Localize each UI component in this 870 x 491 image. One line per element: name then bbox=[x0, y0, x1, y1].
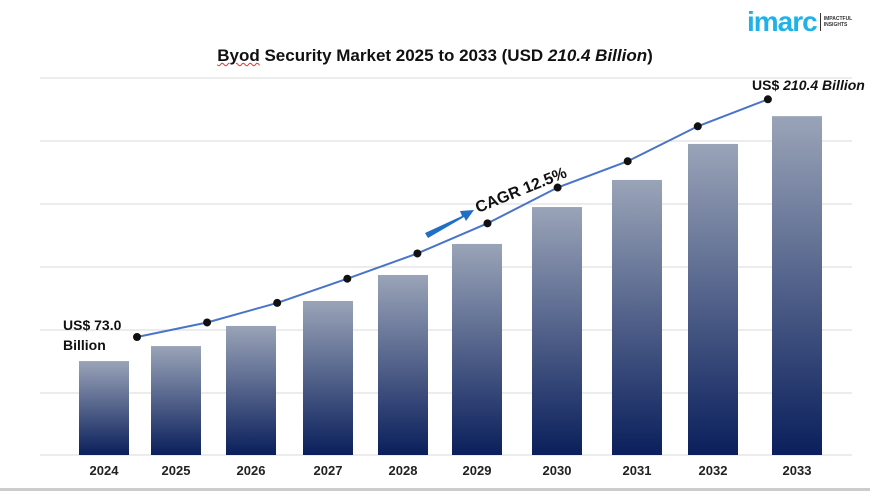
bar-2028 bbox=[378, 274, 428, 455]
logo-divider bbox=[819, 13, 821, 31]
tag-line1: IMPACTFUL bbox=[823, 16, 853, 22]
trend-line bbox=[136, 98, 769, 338]
trend-point-2029 bbox=[483, 219, 492, 228]
logo-word: imarc bbox=[747, 6, 818, 37]
arrow-icon bbox=[425, 210, 474, 238]
x-tick-label: 2027 bbox=[314, 463, 343, 478]
bar-2031 bbox=[612, 179, 662, 455]
title-main: Security Market 2025 to 2033 (USD bbox=[259, 46, 548, 65]
x-tick-label: 2029 bbox=[463, 463, 492, 478]
title-value: 210.4 Billion bbox=[547, 46, 648, 65]
x-tick-label: 2024 bbox=[90, 463, 120, 478]
start-value-label: US$ 73.0 bbox=[63, 317, 122, 333]
imarc-logo: imarc IMPACTFUL INSIGHTS bbox=[747, 6, 852, 38]
chart-title: Byod Security Market 2025 to 2033 (USD 2… bbox=[0, 46, 870, 66]
bar-2030 bbox=[532, 207, 582, 455]
x-tick-label: 2026 bbox=[237, 463, 266, 478]
end-value-label: US$ 210.4 Billion bbox=[752, 77, 865, 93]
trend-point-2026 bbox=[273, 298, 282, 307]
trend-point-2024 bbox=[133, 333, 141, 341]
trend-point-2025 bbox=[203, 318, 212, 327]
trend-point-2030 bbox=[553, 183, 562, 192]
x-tick-label: 2025 bbox=[162, 463, 191, 478]
bar-2025 bbox=[151, 346, 201, 455]
bar-2032 bbox=[688, 143, 738, 455]
title-prefix: Byod bbox=[217, 46, 260, 65]
bar-2029 bbox=[452, 243, 502, 455]
trend-point-2031 bbox=[623, 157, 632, 166]
x-tick-label: 2028 bbox=[389, 463, 418, 478]
trend-point-2033 bbox=[763, 95, 772, 104]
start-value-label-unit: Billion bbox=[63, 337, 106, 353]
tag-line2: INSIGHTS bbox=[823, 22, 848, 28]
bar-2027 bbox=[303, 300, 353, 455]
trend-point-2027 bbox=[343, 274, 352, 283]
x-tick-label: 2031 bbox=[623, 463, 652, 478]
bar-2033 bbox=[772, 116, 822, 456]
trend-point-2028 bbox=[413, 249, 422, 258]
bar-2026 bbox=[226, 325, 276, 455]
x-tick-label: 2032 bbox=[699, 463, 728, 478]
bottom-border bbox=[0, 488, 870, 491]
bar-2024 bbox=[79, 361, 129, 455]
x-tick-label: 2030 bbox=[543, 463, 572, 478]
logo-tagline: IMPACTFUL INSIGHTS bbox=[824, 16, 853, 28]
title-suffix: ) bbox=[647, 46, 653, 65]
x-tick-label: 2033 bbox=[783, 463, 812, 478]
trend-point-2032 bbox=[693, 122, 702, 131]
